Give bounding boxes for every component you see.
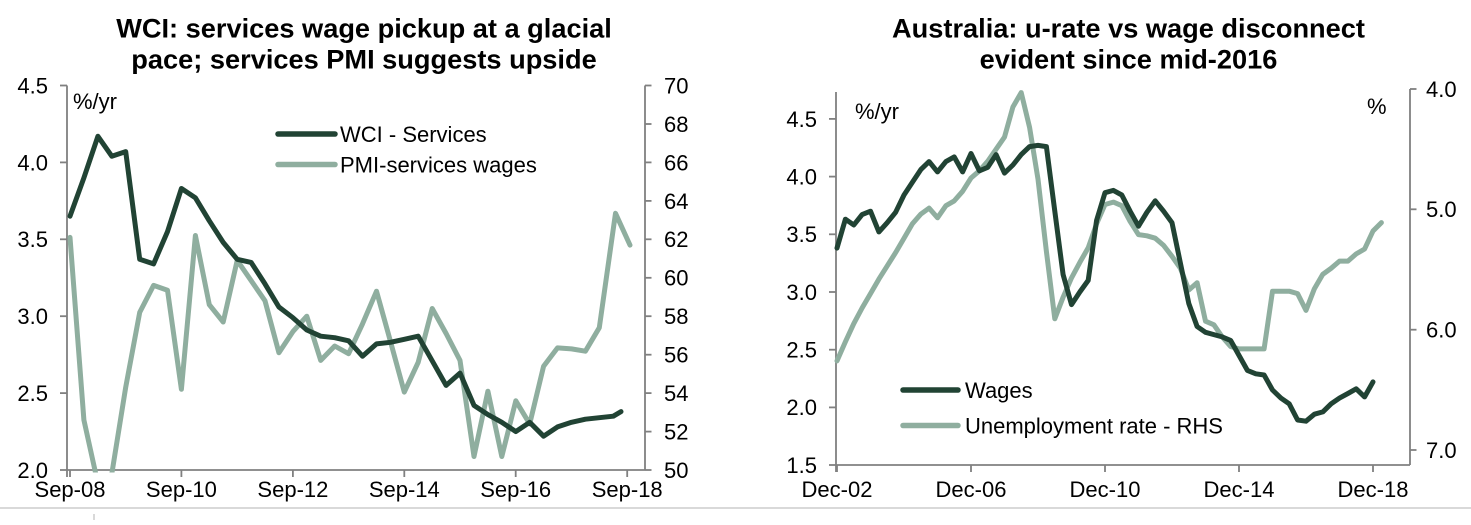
- svg-text:WCI: services wage pickup at a: WCI: services wage pickup at a glacial: [116, 13, 612, 44]
- svg-text:pace; services PMI suggests up: pace; services PMI suggests upside: [131, 44, 596, 75]
- svg-text:6.0: 6.0: [1426, 318, 1457, 343]
- svg-text:WCI - Services: WCI - Services: [340, 122, 487, 147]
- svg-text:Unemployment rate - RHS: Unemployment rate - RHS: [965, 414, 1223, 439]
- svg-text:4.0: 4.0: [1426, 77, 1457, 102]
- svg-text:4.5: 4.5: [17, 73, 48, 98]
- svg-text:2.5: 2.5: [17, 381, 48, 406]
- svg-text:Sep-16: Sep-16: [480, 477, 551, 502]
- svg-text:4.0: 4.0: [17, 150, 48, 175]
- svg-text:%: %: [1367, 94, 1387, 119]
- svg-text:Dec-18: Dec-18: [1338, 477, 1409, 502]
- svg-text:Australia: u-rate vs wage disc: Australia: u-rate vs wage disconnect: [892, 13, 1365, 44]
- svg-text:62: 62: [664, 227, 688, 252]
- svg-text:%/yr: %/yr: [855, 99, 899, 124]
- svg-text:52: 52: [664, 419, 688, 444]
- svg-text:Dec-06: Dec-06: [936, 477, 1007, 502]
- svg-text:Sep-14: Sep-14: [369, 477, 440, 502]
- svg-text:Sep-10: Sep-10: [146, 477, 217, 502]
- svg-text:64: 64: [664, 189, 688, 214]
- svg-text:Dec-02: Dec-02: [802, 477, 873, 502]
- svg-text:5.0: 5.0: [1426, 197, 1457, 222]
- svg-text:Dec-10: Dec-10: [1070, 477, 1141, 502]
- svg-text:58: 58: [664, 304, 688, 329]
- svg-text:70: 70: [664, 73, 688, 98]
- svg-text:7.0: 7.0: [1426, 438, 1457, 463]
- svg-text:Sep-18: Sep-18: [592, 477, 663, 502]
- svg-text:Sep-08: Sep-08: [35, 477, 106, 502]
- svg-text:evident since mid-2016: evident since mid-2016: [980, 44, 1278, 75]
- svg-text:3.0: 3.0: [17, 304, 48, 329]
- svg-text:%/yr: %/yr: [73, 89, 117, 114]
- svg-text:Wages: Wages: [965, 378, 1033, 403]
- svg-text:3.5: 3.5: [786, 222, 817, 247]
- svg-text:Sep-12: Sep-12: [257, 477, 328, 502]
- svg-text:68: 68: [664, 112, 688, 137]
- svg-text:4.5: 4.5: [786, 107, 817, 132]
- svg-text:3.5: 3.5: [17, 227, 48, 252]
- svg-text:4.0: 4.0: [786, 165, 817, 190]
- svg-text:60: 60: [664, 266, 688, 291]
- svg-text:56: 56: [664, 343, 688, 368]
- svg-text:3.0: 3.0: [786, 280, 817, 305]
- svg-text:50: 50: [664, 458, 688, 483]
- svg-text:2.0: 2.0: [17, 458, 48, 483]
- svg-text:66: 66: [664, 150, 688, 175]
- svg-text:Dec-14: Dec-14: [1204, 477, 1275, 502]
- svg-text:2.0: 2.0: [786, 395, 817, 420]
- svg-text:1.5: 1.5: [786, 453, 817, 478]
- svg-text:54: 54: [664, 381, 688, 406]
- svg-text:PMI-services wages: PMI-services wages: [340, 153, 537, 178]
- svg-text:2.5: 2.5: [786, 338, 817, 363]
